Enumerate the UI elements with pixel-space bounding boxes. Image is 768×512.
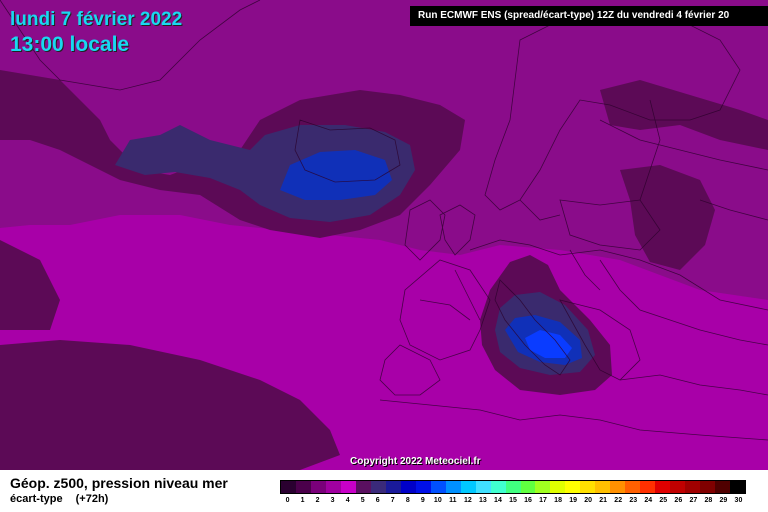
run-info-banner: Run ECMWF ENS (spread/écart-type) 12Z du… — [410, 6, 768, 26]
scale-tick-7: 7 — [390, 497, 395, 504]
scale-tick-5: 5 — [360, 497, 365, 504]
spread-map — [0, 0, 768, 470]
scale-swatch-18 — [550, 481, 566, 493]
scale-tick-1: 1 — [300, 497, 305, 504]
scale-tick-15: 15 — [509, 497, 517, 504]
scale-tick-23: 23 — [629, 497, 638, 504]
spread-zone-dark-west — [0, 240, 60, 330]
scale-swatch-8 — [400, 481, 416, 493]
scale-tick-12: 12 — [463, 497, 472, 504]
spread-zone-dark-scandinavia — [600, 80, 768, 150]
scale-swatch-16 — [520, 481, 536, 493]
color-scale-labels: 0 1 2 3 4 5 6 7 8 9 10 11 12 13 14 15 16 17 18 19 20 21 22 23 24… — [280, 497, 746, 504]
scale-tick-11: 11 — [449, 497, 457, 504]
scale-swatch-15 — [505, 481, 521, 493]
scale-tick-8: 8 — [405, 497, 410, 504]
scale-tick-17: 17 — [539, 497, 547, 504]
scale-tick-6: 6 — [375, 497, 380, 504]
scale-swatch-20 — [580, 481, 596, 493]
field-subtitle: écart-type (+72h) — [10, 493, 108, 505]
scale-swatch-0 — [281, 481, 296, 493]
scale-tick-19: 19 — [569, 497, 577, 504]
scale-swatch-24 — [640, 481, 656, 493]
scale-tick-4: 4 — [345, 497, 350, 504]
scale-swatch-22 — [610, 481, 626, 493]
scale-tick-30: 30 — [734, 497, 743, 504]
scale-tick-9: 9 — [420, 497, 425, 504]
field-name: écart-type — [10, 493, 63, 505]
scale-tick-14: 14 — [494, 497, 502, 504]
scale-swatch-13 — [475, 481, 491, 493]
country-borders — [0, 0, 768, 441]
copyright-notice: Copyright 2022 Meteociel.fr — [350, 456, 481, 467]
scale-tick-3: 3 — [330, 497, 335, 504]
scale-tick-0: 0 — [285, 497, 290, 504]
scale-swatch-30 — [730, 481, 746, 493]
scale-swatch-3 — [325, 481, 341, 493]
scale-tick-28: 28 — [704, 497, 713, 504]
scale-swatch-14 — [490, 481, 506, 493]
scale-swatch-26 — [670, 481, 686, 493]
scale-swatch-28 — [700, 481, 716, 493]
lead-time: (+72h) — [75, 493, 109, 505]
scale-tick-22: 22 — [614, 497, 623, 504]
scale-swatch-12 — [460, 481, 476, 493]
spread-zone-blue-atlantic — [280, 150, 392, 200]
scale-swatch-5 — [355, 481, 371, 493]
scale-swatch-1 — [295, 481, 311, 493]
scale-tick-13: 13 — [479, 497, 487, 504]
scale-tick-2: 2 — [315, 497, 320, 504]
scale-tick-21: 21 — [599, 497, 608, 504]
scale-swatch-17 — [535, 481, 551, 493]
scale-swatch-23 — [625, 481, 641, 493]
spread-zone-dark-east — [620, 165, 715, 270]
scale-swatch-29 — [715, 481, 731, 493]
scale-swatch-27 — [685, 481, 701, 493]
parameter-title: Géop. z500, pression niveau mer — [10, 475, 228, 491]
scale-swatch-4 — [340, 481, 356, 493]
scale-swatch-21 — [595, 481, 611, 493]
scale-tick-24: 24 — [644, 497, 653, 504]
scale-swatch-19 — [565, 481, 581, 493]
scale-swatch-2 — [310, 481, 326, 493]
color-scale-swatches — [280, 480, 746, 494]
scale-swatch-6 — [370, 481, 386, 493]
scale-swatch-10 — [430, 481, 446, 493]
scale-swatch-7 — [385, 481, 401, 493]
scale-swatch-11 — [445, 481, 461, 493]
forecast-time: 13:00 locale — [10, 33, 130, 56]
scale-swatch-25 — [655, 481, 671, 493]
scale-tick-10: 10 — [433, 497, 442, 504]
scale-tick-29: 29 — [719, 497, 728, 504]
spread-zone-bright-italy — [525, 330, 572, 358]
scale-tick-27: 27 — [689, 497, 698, 504]
scale-tick-20: 20 — [584, 497, 593, 504]
legend-footer: Géop. z500, pression niveau mer écart-ty… — [0, 470, 768, 512]
color-scale: 0 1 2 3 4 5 6 7 8 9 10 11 12 13 14 15 16 17 18 19 20 21 22 23 24… — [280, 480, 746, 510]
spread-zone-dark-south — [0, 340, 340, 470]
forecast-date: lundi 7 février 2022 — [10, 9, 183, 30]
scale-tick-18: 18 — [554, 497, 562, 504]
scale-tick-25: 25 — [659, 497, 668, 504]
scale-tick-26: 26 — [674, 497, 683, 504]
scale-tick-16: 16 — [524, 497, 532, 504]
scale-swatch-9 — [415, 481, 431, 493]
